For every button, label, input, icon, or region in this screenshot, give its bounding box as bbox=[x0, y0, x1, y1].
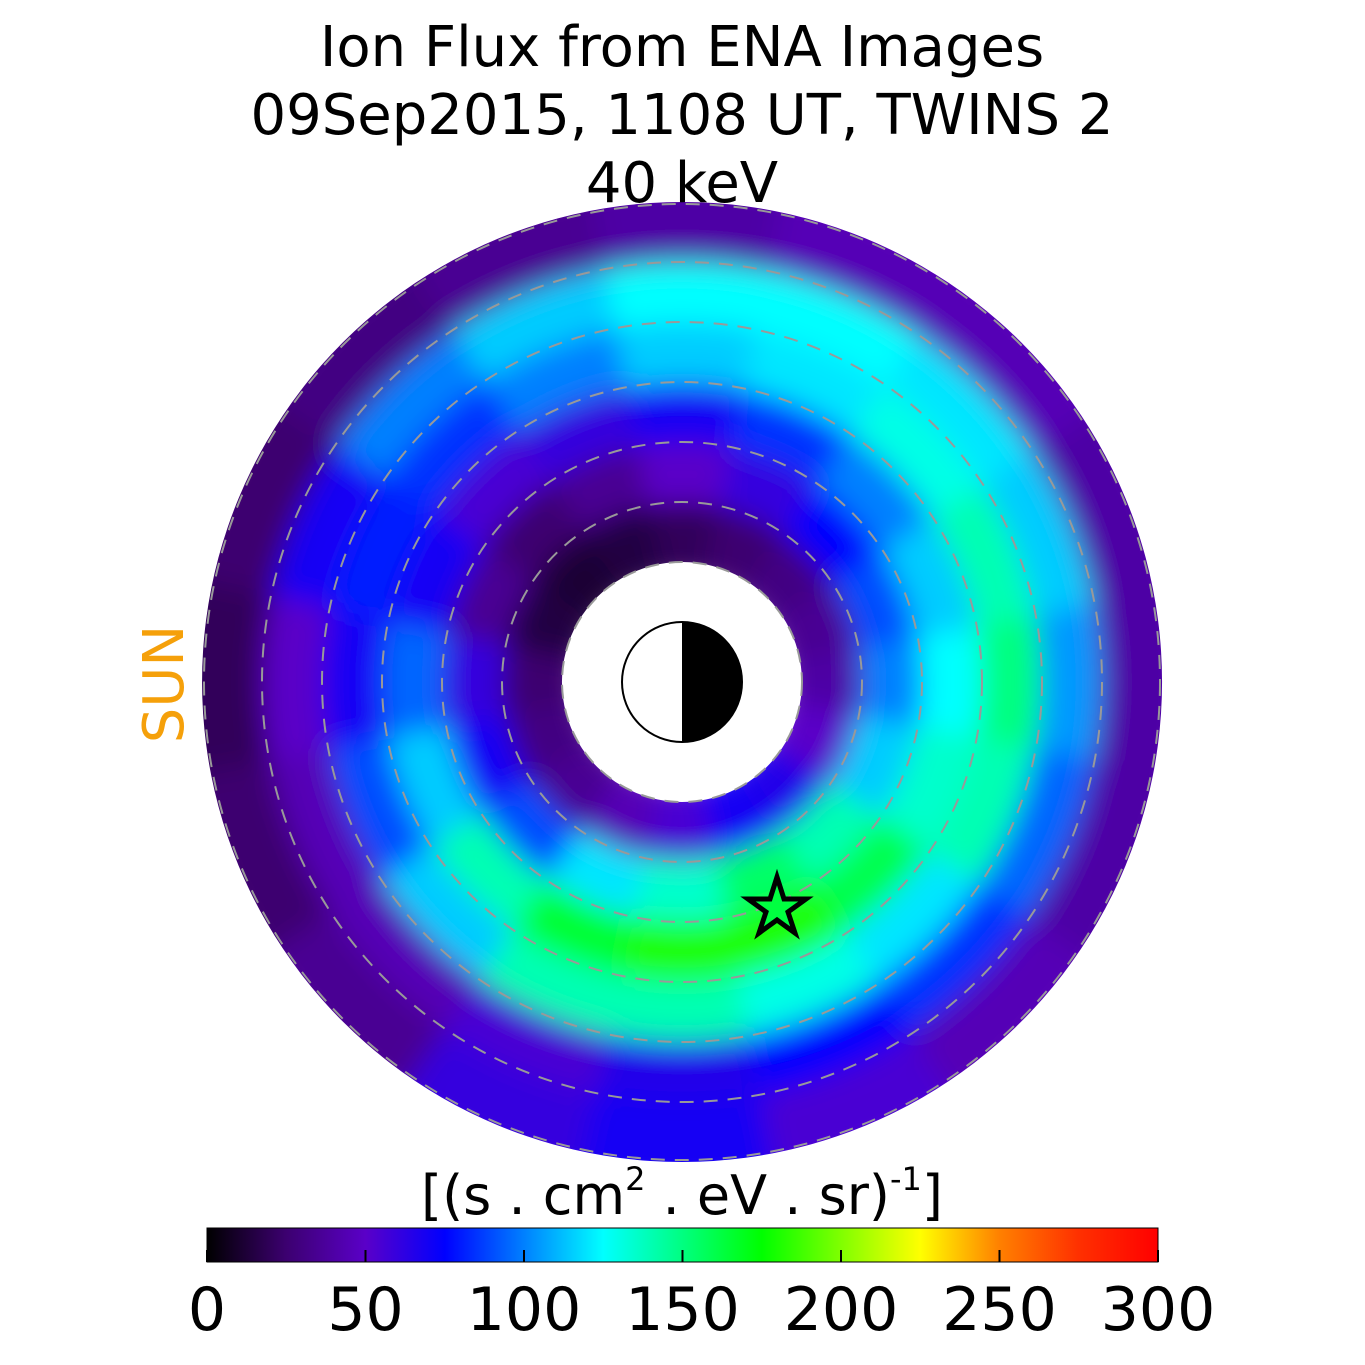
flux-cell bbox=[500, 644, 585, 720]
flux-cell bbox=[644, 779, 720, 864]
flux-cell bbox=[632, 440, 732, 507]
flux-cell bbox=[546, 445, 649, 535]
flux-cell bbox=[440, 632, 507, 732]
flux-cell bbox=[1092, 577, 1163, 787]
sun-label: SUN bbox=[132, 625, 197, 743]
flux-cell bbox=[512, 879, 638, 978]
flux-cell bbox=[480, 480, 584, 584]
flux-cell bbox=[829, 546, 919, 649]
flux-cell bbox=[327, 737, 436, 886]
unit-text: ] bbox=[922, 1164, 943, 1227]
colorbar-tick-label: 50 bbox=[327, 1275, 403, 1345]
flux-cell bbox=[595, 1033, 769, 1104]
unit-text: . eV . sr) bbox=[645, 1164, 890, 1227]
flux-cell bbox=[608, 974, 756, 1043]
flux-cell bbox=[379, 379, 519, 519]
flux-cell bbox=[779, 644, 864, 720]
flux-cell bbox=[478, 327, 627, 436]
flux-map bbox=[202, 202, 1163, 1162]
flux-cell bbox=[608, 321, 756, 390]
flux-cell bbox=[379, 845, 519, 985]
flux-cell bbox=[430, 430, 552, 552]
flux-cell bbox=[737, 928, 886, 1037]
colorbar-tick-label: 250 bbox=[942, 1275, 1057, 1345]
flux-cell bbox=[386, 726, 485, 852]
unit-superscript: 2 bbox=[625, 1160, 645, 1198]
star-marker bbox=[740, 868, 814, 940]
colorbar-tick-label: 300 bbox=[1101, 1275, 1216, 1345]
title-line: Ion Flux from ENA Images bbox=[320, 15, 1044, 80]
flux-cell bbox=[329, 329, 486, 486]
flux-cell bbox=[978, 444, 1096, 616]
flux-cell bbox=[879, 512, 978, 638]
flux-cell bbox=[632, 857, 732, 924]
flux-cell bbox=[386, 512, 485, 638]
flux-cell bbox=[812, 430, 934, 552]
flux-cell bbox=[911, 911, 1109, 1109]
flux-cell bbox=[381, 620, 449, 744]
flux-cell bbox=[329, 878, 486, 1035]
flux-cell bbox=[430, 812, 552, 934]
flux-cell bbox=[1033, 595, 1104, 769]
flux-cell bbox=[928, 737, 1037, 886]
colorbar-tick-label: 0 bbox=[188, 1275, 226, 1345]
flux-cell bbox=[978, 748, 1096, 920]
flux-cell bbox=[268, 748, 386, 920]
distance-rings bbox=[203, 203, 1161, 1161]
flux-cell bbox=[512, 386, 638, 485]
colorbar-tick-label: 150 bbox=[625, 1275, 740, 1345]
flux-cell bbox=[812, 812, 934, 934]
flux-cell bbox=[726, 386, 852, 485]
flux-cell bbox=[202, 577, 272, 787]
flux-cell bbox=[780, 480, 884, 584]
flux-cell bbox=[748, 978, 920, 1096]
flux-cell bbox=[255, 255, 453, 453]
flux-cell bbox=[620, 381, 744, 449]
flux-cell bbox=[878, 329, 1035, 486]
flux-cell bbox=[268, 444, 386, 616]
flux-cell bbox=[915, 620, 983, 744]
earth bbox=[621, 621, 743, 743]
colorbar-frame bbox=[206, 1227, 1159, 1263]
flux-cell bbox=[255, 911, 453, 1109]
flux-cell bbox=[321, 608, 390, 756]
unit-label: [(s . cm2 . eV . sr)-1] bbox=[421, 1160, 943, 1227]
flux-cell bbox=[444, 268, 616, 386]
flux-cell bbox=[878, 878, 1035, 1035]
flux-cell bbox=[879, 726, 978, 852]
flux-cell bbox=[577, 202, 787, 272]
flux-cell bbox=[857, 632, 924, 732]
flux-cell bbox=[780, 780, 884, 884]
flux-cell bbox=[748, 268, 920, 386]
flux-cell bbox=[478, 928, 627, 1037]
flux-cell bbox=[620, 915, 744, 983]
colorbar-tick-label: 200 bbox=[784, 1275, 899, 1345]
flux-cell bbox=[595, 260, 769, 331]
title-line: 40 keV bbox=[586, 151, 778, 216]
flux-cell bbox=[974, 608, 1043, 756]
flux-cell bbox=[260, 595, 331, 769]
unit-text: [(s . cm bbox=[421, 1164, 625, 1227]
flux-cell bbox=[480, 780, 584, 884]
flux-cell bbox=[577, 1092, 787, 1162]
flux-cell bbox=[715, 445, 818, 535]
title-line: 09Sep2015, 1108 UT, TWINS 2 bbox=[251, 83, 1114, 148]
flux-cell bbox=[327, 478, 436, 627]
unit-superscript: -1 bbox=[890, 1160, 922, 1198]
flux-cell bbox=[845, 379, 985, 519]
flux-cell bbox=[845, 845, 985, 985]
flux-cell bbox=[444, 978, 616, 1096]
flux-cell bbox=[644, 500, 720, 585]
flux-cell bbox=[737, 327, 886, 436]
flux-cell bbox=[928, 478, 1037, 627]
colorbar-tick-label: 100 bbox=[467, 1275, 582, 1345]
flux-cell bbox=[911, 255, 1109, 453]
